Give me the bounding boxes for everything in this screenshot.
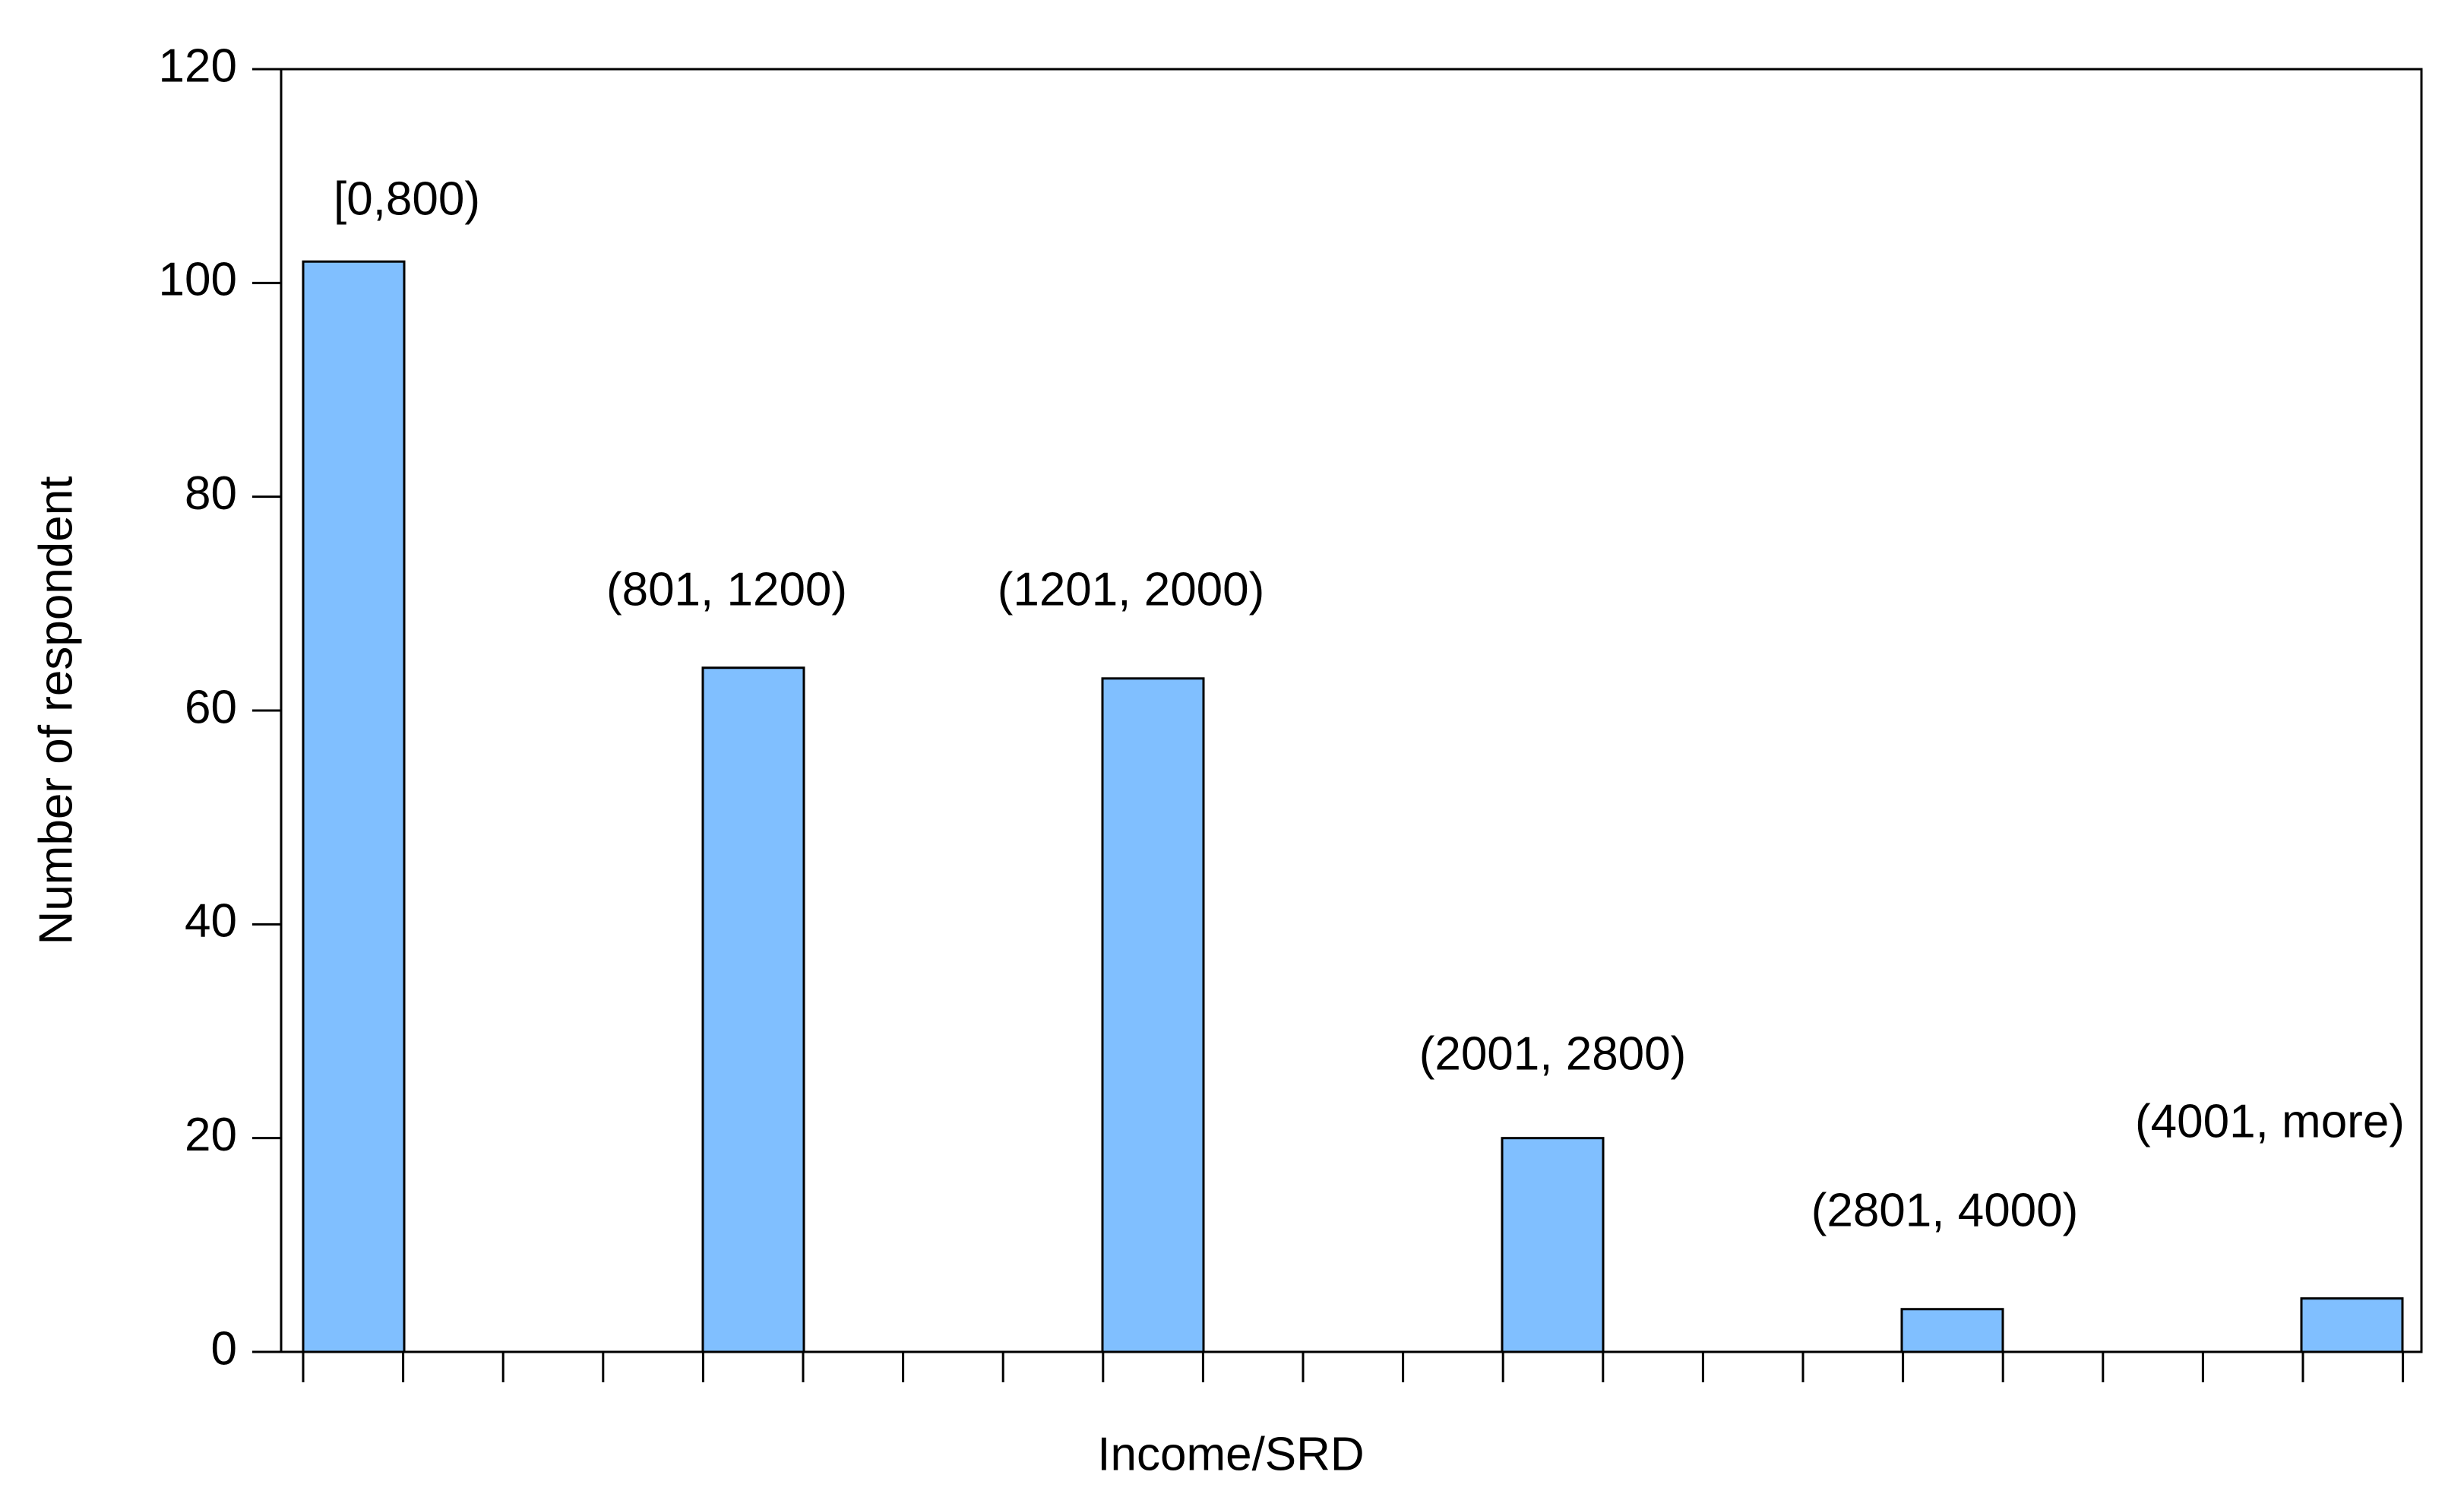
y-tick-label: 0 [211, 1322, 237, 1375]
category-label: (801, 1200) [606, 563, 847, 616]
bar [701, 666, 805, 1353]
y-tick-label: 120 [159, 40, 237, 92]
y-tick-label: 100 [159, 254, 237, 306]
bar [2300, 1297, 2404, 1353]
bar [1501, 1137, 1605, 1353]
y-tick-label: 20 [185, 1109, 237, 1161]
bar [1900, 1308, 2004, 1353]
category-label: (4001, more) [2135, 1095, 2405, 1147]
y-tick-label: 80 [185, 467, 237, 520]
category-label: (2001, 2800) [1419, 1027, 1687, 1080]
y-tick-label: 40 [185, 895, 237, 948]
y-tick-label: 60 [185, 681, 237, 733]
category-label: [0,800) [334, 173, 480, 225]
category-label: (1201, 2000) [998, 563, 1265, 616]
plot-frame [280, 68, 2423, 1353]
bar [1101, 677, 1205, 1353]
category-label: (2801, 4000) [1811, 1184, 2079, 1236]
bar [302, 260, 406, 1353]
x-axis-label: Income/SRD [1097, 1428, 1364, 1480]
y-axis-label: Number of respondent [30, 476, 82, 945]
